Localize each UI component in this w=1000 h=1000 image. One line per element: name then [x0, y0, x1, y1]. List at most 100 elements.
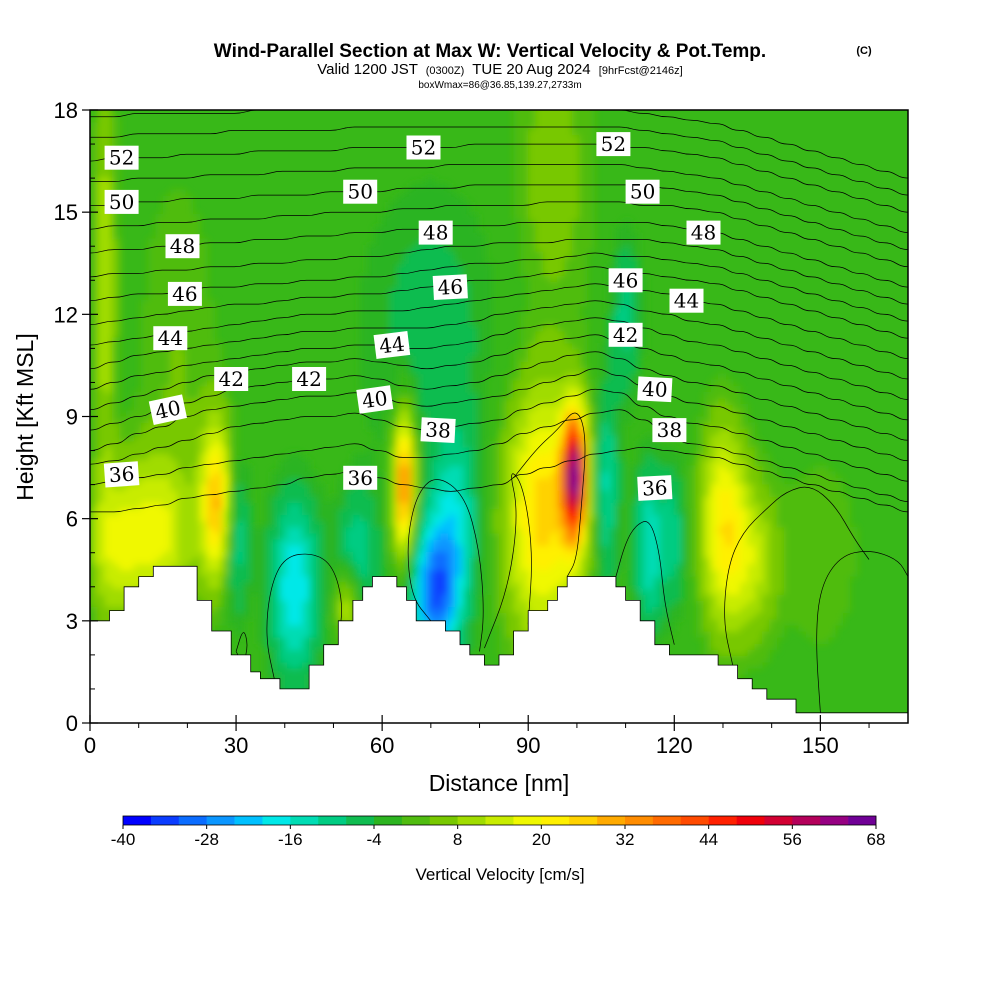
velocity-cell	[462, 447, 471, 454]
velocity-cell	[710, 557, 719, 565]
velocity-cell	[382, 226, 390, 234]
velocity-cell	[90, 502, 98, 509]
velocity-cell	[214, 477, 223, 485]
velocity-cell	[382, 355, 390, 362]
velocity-cell	[119, 490, 128, 497]
velocity-cell	[221, 483, 230, 491]
velocity-cell	[389, 257, 398, 264]
velocity-cell	[513, 490, 522, 497]
velocity-cell	[513, 526, 522, 534]
velocity-cell	[601, 392, 610, 399]
velocity-cell	[520, 410, 529, 418]
velocity-cell	[703, 434, 712, 442]
velocity-cell	[710, 471, 719, 479]
velocity-cell	[309, 594, 317, 601]
velocity-cell	[477, 465, 485, 473]
velocity-cell	[170, 539, 179, 546]
velocity-cell	[411, 379, 420, 387]
velocity-cell	[740, 477, 748, 485]
velocity-cell	[97, 226, 106, 234]
velocity-cell	[177, 312, 186, 319]
velocity-cell	[141, 441, 149, 448]
velocity-cell	[90, 220, 98, 227]
velocity-cell	[696, 483, 705, 491]
velocity-cell	[396, 214, 405, 221]
velocity-cell	[732, 569, 741, 577]
velocity-cell	[97, 563, 106, 571]
velocity-cell	[404, 318, 412, 326]
velocity-cell	[579, 324, 588, 332]
velocity-cell	[542, 232, 551, 240]
velocity-cell	[601, 483, 610, 491]
velocity-cell	[455, 195, 464, 203]
velocity-cell	[572, 293, 580, 301]
velocity-cell	[557, 514, 566, 522]
velocity-cell	[126, 428, 135, 436]
velocity-cell	[228, 526, 237, 534]
velocity-cell	[426, 269, 434, 277]
velocity-cell	[418, 453, 427, 460]
velocity-cell	[411, 275, 420, 283]
velocity-cell	[360, 281, 369, 289]
velocity-cell	[374, 300, 383, 307]
velocity-cell	[696, 582, 705, 589]
velocity-cell	[396, 453, 405, 460]
velocity-cell	[206, 453, 215, 460]
velocity-cell	[279, 514, 288, 522]
velocity-cell	[535, 563, 544, 571]
velocity-cell	[418, 514, 427, 522]
velocity-cell	[309, 557, 317, 565]
velocity-cell	[740, 545, 748, 552]
velocity-cell	[637, 293, 646, 301]
velocity-cell	[382, 287, 390, 295]
velocity-cell	[718, 465, 726, 473]
velocity-cell	[389, 477, 398, 485]
velocity-cell	[747, 655, 756, 663]
velocity-cell	[462, 539, 471, 546]
velocity-cell	[542, 410, 551, 418]
velocity-cell	[440, 545, 449, 552]
velocity-cell	[104, 410, 113, 418]
velocity-cell	[564, 428, 573, 436]
velocity-cell	[513, 447, 522, 454]
velocity-cell	[542, 502, 551, 509]
velocity-cell	[557, 318, 566, 326]
velocity-cell	[214, 422, 223, 430]
velocity-cell	[557, 110, 566, 117]
velocity-cell	[323, 606, 332, 614]
velocity-cell	[221, 551, 230, 559]
velocity-cell	[279, 557, 288, 565]
velocity-cell	[535, 453, 544, 460]
velocity-cell	[126, 514, 135, 522]
velocity-cell	[221, 428, 230, 436]
velocity-cell	[155, 428, 164, 436]
velocity-cell	[163, 514, 171, 522]
velocity-cell	[469, 349, 478, 356]
velocity-cell	[133, 582, 142, 589]
velocity-cell	[557, 226, 566, 234]
velocity-cell	[469, 526, 478, 534]
velocity-cell	[199, 545, 208, 552]
velocity-cell	[396, 275, 405, 283]
velocity-cell	[732, 502, 741, 509]
velocity-cell	[104, 134, 113, 142]
velocity-cell	[396, 441, 405, 448]
velocity-cell	[301, 631, 310, 638]
velocity-cell	[462, 477, 471, 485]
velocity-cell	[111, 551, 120, 559]
velocity-cell	[192, 545, 201, 552]
velocity-cell	[148, 257, 157, 264]
velocity-cell	[462, 588, 471, 595]
velocity-cell	[360, 367, 369, 375]
velocity-cell	[557, 238, 566, 246]
velocity-cell	[513, 606, 522, 614]
velocity-cell	[97, 496, 106, 503]
velocity-cell	[126, 502, 135, 509]
velocity-cell	[645, 459, 653, 467]
velocity-cell	[323, 557, 332, 565]
velocity-cell	[564, 569, 573, 577]
velocity-cell	[674, 551, 683, 559]
velocity-cell	[542, 116, 551, 123]
velocity-cell	[418, 342, 427, 350]
velocity-cell	[97, 128, 106, 136]
